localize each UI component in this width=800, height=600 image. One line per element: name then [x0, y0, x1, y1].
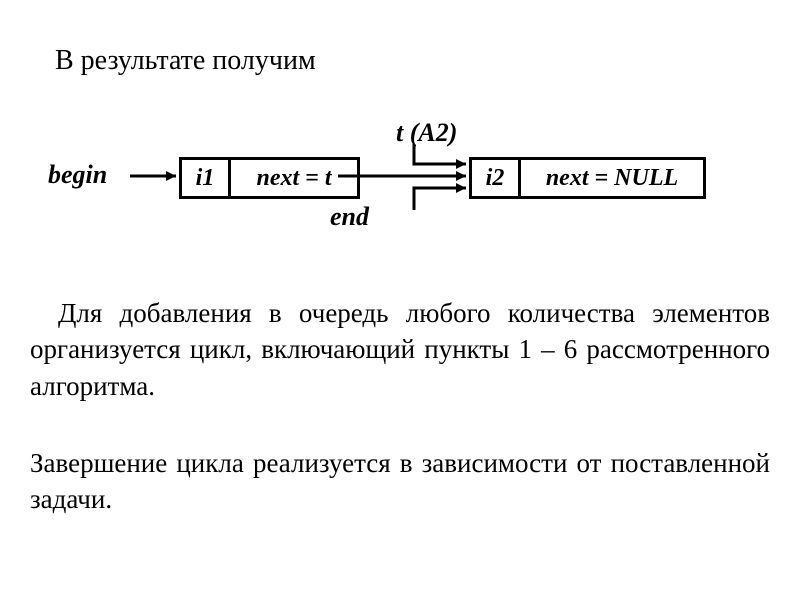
- begin-label: begin: [48, 160, 107, 190]
- list-node-1: i1 next = t: [179, 157, 360, 199]
- linked-list-diagram: begin t (A2) end i1 next = t i2 next = N…: [0, 110, 800, 240]
- node-key: i2: [472, 160, 521, 196]
- paragraph-2: Завершение цикла реализуется в зависимос…: [30, 445, 770, 518]
- node-next: next = t: [231, 160, 357, 196]
- page-title: В результате получим: [55, 45, 316, 77]
- node-key: i1: [182, 160, 231, 196]
- node-next: next = NULL: [521, 160, 703, 196]
- page: В результате получим begin t (A2) end i1…: [0, 0, 800, 600]
- list-node-2: i2 next = NULL: [469, 157, 706, 199]
- t-pointer-label: t (A2): [396, 118, 457, 148]
- paragraph-1: Для добавления в очередь любого количест…: [30, 295, 770, 404]
- end-label: end: [330, 202, 369, 232]
